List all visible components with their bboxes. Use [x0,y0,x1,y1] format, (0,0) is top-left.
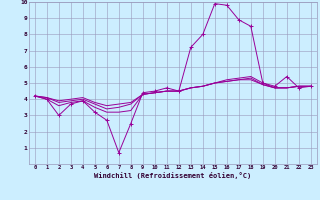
X-axis label: Windchill (Refroidissement éolien,°C): Windchill (Refroidissement éolien,°C) [94,172,252,179]
